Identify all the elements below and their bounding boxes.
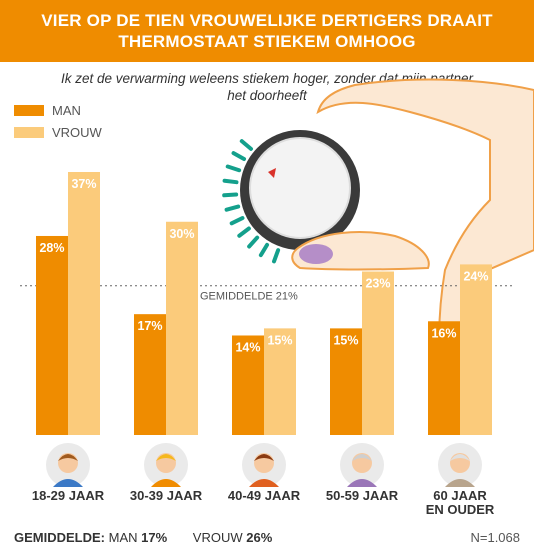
category-label: 40-49 JAAR [228, 488, 301, 503]
bar-value-label: 28% [39, 241, 64, 255]
legend-swatch-vrouw [14, 126, 44, 138]
chart-footer: GEMIDDELDE: MAN 17% VROUW 26% N=1.068 [14, 530, 520, 545]
bar-man [330, 328, 362, 435]
chart-legend: MAN VROUW [14, 100, 102, 144]
avatar-body [53, 479, 83, 487]
avatar-hair [254, 454, 274, 461]
bar-man [36, 235, 68, 435]
legend-swatch-man [14, 104, 44, 116]
average-reference-label: GEMIDDELDE 21% [200, 291, 298, 303]
bar-value-label: 37% [71, 177, 96, 191]
avatar-hair [352, 454, 372, 461]
category-label: EN OUDER [426, 502, 495, 517]
bar-value-label: 23% [365, 277, 390, 291]
page-title-line1: VIER OP DE TIEN VROUWELIJKE DERTIGERS DR… [41, 11, 493, 30]
bar-value-label: 30% [169, 227, 194, 241]
dial-tick [231, 151, 247, 161]
legend-item-vrouw: VROUW [14, 122, 102, 142]
avatar-body [249, 479, 279, 487]
dial-tick [258, 242, 270, 258]
dial-tick [229, 216, 245, 226]
bar-value-label: 14% [235, 340, 260, 354]
avatar-hair [156, 454, 176, 461]
page-title-line2: THERMOSTAAT STIEKEM OMHOOG [118, 32, 416, 51]
category-label: 60 JAAR [433, 488, 487, 503]
dial-tick [247, 235, 260, 249]
legend-label-man: MAN [52, 102, 81, 118]
bar-vrouw [166, 221, 198, 435]
bar-value-label: 24% [463, 269, 488, 283]
bar-value-label: 17% [137, 319, 162, 333]
category-label: 18-29 JAAR [32, 488, 105, 503]
bar-value-label: 15% [333, 333, 358, 347]
dial-tick [222, 178, 239, 185]
fingernail [299, 244, 333, 264]
dial-tick [239, 139, 253, 151]
dial-indicator-icon [268, 168, 276, 178]
subtitle-line2: het doorheeft [227, 88, 307, 103]
footer-man-value: 17% [141, 530, 168, 545]
legend-label-vrouw: VROUW [52, 124, 102, 140]
avatar-body [445, 479, 475, 487]
avatar-body [347, 479, 377, 487]
category-label: 50-59 JAAR [326, 488, 399, 503]
footer-average-label: GEMIDDELDE: [14, 530, 105, 545]
dial-tick [237, 226, 251, 238]
bar-man [134, 314, 166, 435]
dial-knob [249, 137, 351, 239]
bar-man [232, 335, 264, 435]
bar-value-label: 16% [431, 326, 456, 340]
avatar-hair [58, 454, 78, 461]
footer-man-label: MAN [108, 530, 138, 545]
bar-vrouw [362, 271, 394, 435]
dial-scale-ticks [222, 139, 281, 264]
category-label: 30-39 JAAR [130, 488, 203, 503]
avatar-body [151, 479, 181, 487]
legend-item-man: MAN [14, 100, 102, 120]
dial-tick [224, 204, 241, 212]
dial-tick [272, 248, 281, 264]
avatar-hair [450, 454, 470, 461]
bar-vrouw [68, 172, 100, 435]
bar-vrouw [264, 328, 296, 435]
dial-tick [222, 192, 239, 198]
bar-vrouw [460, 264, 492, 435]
footer-sample-size: N=1.068 [470, 530, 520, 545]
footer-vrouw-label: VROUW [192, 530, 243, 545]
dial-tick [225, 164, 242, 173]
bar-value-label: 15% [267, 333, 292, 347]
header-banner: VIER OP DE TIEN VROUWELIJKE DERTIGERS DR… [0, 0, 534, 62]
footer-vrouw-value: 26% [246, 530, 273, 545]
bar-man [428, 321, 460, 435]
